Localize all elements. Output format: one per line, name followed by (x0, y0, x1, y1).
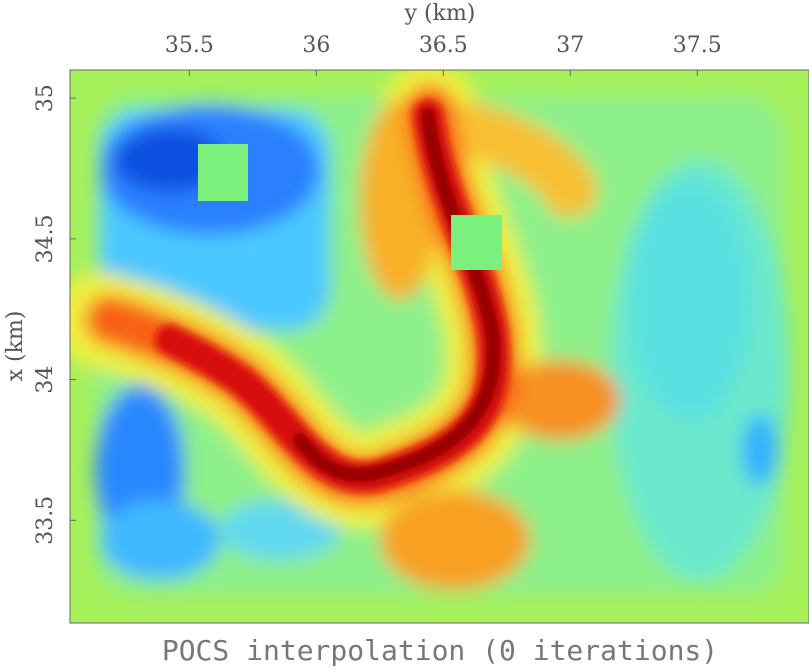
x-axis-label: y (km) (404, 1, 476, 26)
x-tick-label: 35.5 (165, 33, 214, 58)
y-tick-label: 33.5 (33, 496, 58, 545)
y-tick-label: 34 (33, 366, 58, 394)
x-tick-label: 36.5 (419, 33, 468, 58)
x-tick-label: 37.5 (673, 33, 722, 58)
plot-frame (69, 69, 809, 624)
y-tick-label: 34.5 (33, 214, 58, 263)
y-axis-label: x (km) (3, 311, 28, 382)
x-tick-label: 36 (302, 33, 330, 58)
y-tick-label: 35 (33, 84, 58, 112)
chart-title: POCS interpolation (0 iterations) (162, 634, 718, 667)
heatmap-image (70, 70, 809, 623)
x-tick-label: 37 (556, 33, 584, 58)
